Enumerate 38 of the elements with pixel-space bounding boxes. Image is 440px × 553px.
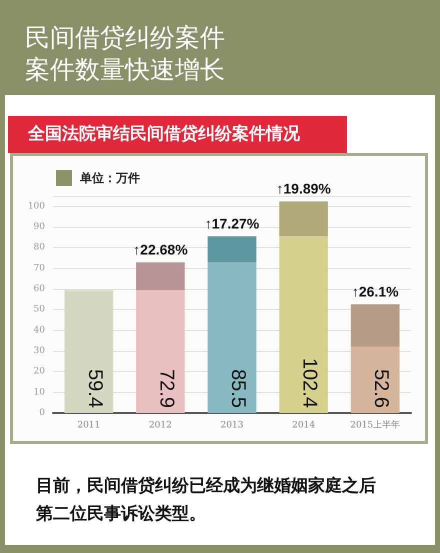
bar bbox=[279, 236, 328, 413]
y-tick-label: 40 bbox=[34, 325, 46, 336]
total-label: 72.9 bbox=[155, 369, 178, 408]
y-tick-label: 0 bbox=[39, 408, 46, 418]
bar bbox=[64, 290, 114, 413]
y-tick-label: 80 bbox=[34, 242, 46, 253]
text: 单位：万件 bbox=[80, 170, 140, 187]
annotation: ↑19.89% bbox=[276, 180, 332, 196]
y-tick-label: 20 bbox=[34, 366, 46, 377]
x-tick-label: 2011 bbox=[77, 420, 100, 430]
y-tick-label: 10 bbox=[34, 387, 46, 398]
annotation: ↑22.68% bbox=[133, 241, 188, 258]
chart-title: 民间借贷纠纷案件案件数量快速增长 bbox=[25, 22, 226, 86]
total-label: 85.5 bbox=[227, 369, 249, 408]
x-tick-label: 2015上半年 bbox=[350, 420, 400, 430]
total-label: 102.4 bbox=[298, 358, 321, 408]
y-tick-label: 100 bbox=[28, 201, 46, 212]
x-tick-label: 2013 bbox=[220, 420, 244, 430]
text: 目前，民间借贷纠纷已经成为继婚姻家庭之后第二位民事诉讼类型。 bbox=[36, 475, 377, 526]
y-tick-label: 60 bbox=[34, 284, 46, 294]
x-tick-label: 2014 bbox=[292, 420, 316, 430]
bar bbox=[350, 346, 400, 413]
annotation: ↑17.27% bbox=[204, 215, 260, 232]
bar bbox=[208, 236, 256, 262]
y-tick-label: 90 bbox=[34, 222, 46, 232]
bar bbox=[136, 262, 185, 290]
y-tick-label: 50 bbox=[34, 304, 46, 315]
annotation: ↑26.1% bbox=[352, 283, 400, 300]
y-tick-label: 70 bbox=[34, 263, 46, 274]
chart-subtitle: 全国法院审结民间借贷纠纷案件情况 bbox=[8, 116, 347, 153]
bar bbox=[279, 201, 328, 236]
bar bbox=[350, 304, 400, 347]
bar bbox=[136, 290, 185, 413]
bar bbox=[208, 262, 256, 413]
total-label: 52.6 bbox=[370, 369, 392, 408]
total-label: 59.4 bbox=[84, 369, 106, 408]
x-tick-label: 2012 bbox=[148, 420, 172, 430]
y-tick-label: 30 bbox=[34, 346, 46, 356]
